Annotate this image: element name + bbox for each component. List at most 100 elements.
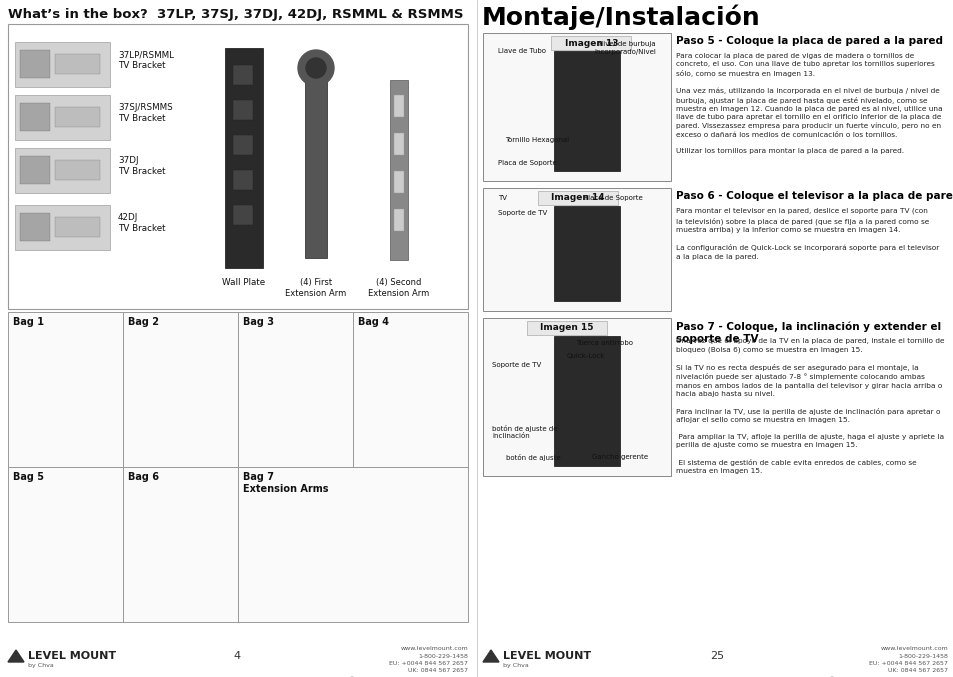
Bar xyxy=(55,54,100,74)
Circle shape xyxy=(297,50,334,86)
Text: by Chva: by Chva xyxy=(28,663,53,668)
Text: UK: 0844 567 2657: UK: 0844 567 2657 xyxy=(887,668,947,674)
Text: Soporte de TV: Soporte de TV xyxy=(492,362,541,368)
Text: botón de ajuste: botón de ajuste xyxy=(505,454,559,460)
Bar xyxy=(537,191,618,205)
Text: Wall Plate: Wall Plate xyxy=(222,278,265,287)
Text: 25: 25 xyxy=(709,651,723,661)
Bar xyxy=(394,133,403,155)
Text: UK: 0844 567 2657: UK: 0844 567 2657 xyxy=(408,668,468,674)
Bar xyxy=(55,217,100,237)
Bar xyxy=(55,160,100,180)
Bar xyxy=(482,318,670,476)
Bar xyxy=(237,467,468,622)
Bar xyxy=(233,170,253,190)
Bar xyxy=(394,95,403,117)
Text: TV: TV xyxy=(497,195,506,201)
Text: Imagen 14: Imagen 14 xyxy=(551,194,604,202)
Bar xyxy=(20,103,50,131)
Bar xyxy=(55,107,100,127)
Text: Bag 3: Bag 3 xyxy=(243,317,274,327)
Bar xyxy=(305,68,327,258)
Text: 4: 4 xyxy=(233,651,240,661)
Bar xyxy=(20,213,50,241)
Bar xyxy=(123,312,237,467)
Text: LEVEL MOUNT: LEVEL MOUNT xyxy=(28,651,116,661)
Text: Para montar el televisor en la pared, deslice el soporte para TV (con
la televis: Para montar el televisor en la pared, de… xyxy=(676,208,939,260)
Polygon shape xyxy=(482,650,498,662)
Text: Bag 7: Bag 7 xyxy=(243,472,274,482)
Bar xyxy=(551,36,631,50)
Text: 37SJ/RSMMS
TV Bracket: 37SJ/RSMMS TV Bracket xyxy=(118,103,172,123)
Text: Bag 5: Bag 5 xyxy=(13,472,44,482)
Text: LEVEL MOUNT: LEVEL MOUNT xyxy=(502,651,591,661)
Circle shape xyxy=(306,58,326,78)
Bar xyxy=(15,95,110,140)
Bar xyxy=(8,467,123,622)
Text: Montaje/Instalación: Montaje/Instalación xyxy=(481,5,760,30)
Text: Tuerca antirrobo: Tuerca antirrobo xyxy=(576,341,633,346)
Bar xyxy=(237,312,353,467)
Text: Paso 6 - Coloque el televisor a la placa de pared: Paso 6 - Coloque el televisor a la placa… xyxy=(676,191,953,201)
Text: Placa de Soporte: Placa de Soporte xyxy=(583,195,642,201)
Bar xyxy=(353,312,468,467)
Bar xyxy=(233,205,253,225)
Text: botón de ajuste de
inclinación: botón de ajuste de inclinación xyxy=(492,424,558,439)
Bar xyxy=(554,206,619,301)
Text: Bag 1: Bag 1 xyxy=(13,317,44,327)
Text: Bag 2: Bag 2 xyxy=(128,317,159,327)
Bar xyxy=(15,148,110,193)
Bar xyxy=(526,321,606,335)
Text: 37DJ
TV Bracket: 37DJ TV Bracket xyxy=(118,156,165,176)
Bar xyxy=(233,100,253,120)
Text: www.levelmount.com: www.levelmount.com xyxy=(880,646,947,651)
Bar xyxy=(482,188,670,311)
Bar xyxy=(554,336,619,466)
Text: ©2012 Level Mount - Patents Pending: ©2012 Level Mount - Patents Pending xyxy=(828,676,947,677)
Text: Gancho gerente: Gancho gerente xyxy=(592,454,648,460)
Text: Soporte de TV: Soporte de TV xyxy=(497,210,547,215)
Text: Tornillo Hexagonal: Tornillo Hexagonal xyxy=(505,137,569,143)
Bar xyxy=(8,24,468,309)
Text: Imagen 13: Imagen 13 xyxy=(564,39,618,47)
Bar xyxy=(225,48,263,268)
Text: Paso 5 - Coloque la placa de pared a la pared: Paso 5 - Coloque la placa de pared a la … xyxy=(676,36,942,46)
Bar xyxy=(8,312,123,467)
Text: 42DJ
TV Bracket: 42DJ TV Bracket xyxy=(118,213,165,233)
Bar xyxy=(394,209,403,231)
Text: Una vez que el apoyo de la TV en la placa de pared, instale el tornillo de
bloqu: Una vez que el apoyo de la TV en la plac… xyxy=(676,338,943,474)
Polygon shape xyxy=(8,650,24,662)
Bar xyxy=(482,33,670,181)
Text: EU: +0044 844 567 2657: EU: +0044 844 567 2657 xyxy=(868,661,947,666)
Bar xyxy=(123,467,237,622)
Text: 1-800-229-1458: 1-800-229-1458 xyxy=(897,653,947,659)
Bar xyxy=(20,156,50,184)
Text: ©2012 Level Mount - Patents Pending: ©2012 Level Mount - Patents Pending xyxy=(349,676,468,677)
Text: Placa de Soporte: Placa de Soporte xyxy=(497,160,557,167)
Bar xyxy=(233,65,253,85)
Bar xyxy=(394,171,403,193)
Text: (4) Second
Extension Arm: (4) Second Extension Arm xyxy=(368,278,429,298)
Text: Imagen 15: Imagen 15 xyxy=(539,324,593,332)
Bar xyxy=(15,205,110,250)
Text: 1-800-229-1458: 1-800-229-1458 xyxy=(417,653,468,659)
Bar xyxy=(233,135,253,155)
Text: Bag 4: Bag 4 xyxy=(357,317,389,327)
Text: Paso 7 - Coloque, la inclinación y extender el
soporte de TV: Paso 7 - Coloque, la inclinación y exten… xyxy=(676,321,941,344)
Bar xyxy=(554,51,619,171)
Text: Para colocar la placa de pared de vigas de madera o tornillos de
concreto, el us: Para colocar la placa de pared de vigas … xyxy=(676,53,942,154)
Text: 37LP/RSMML
TV Bracket: 37LP/RSMML TV Bracket xyxy=(118,50,173,70)
Bar xyxy=(15,42,110,87)
Text: Nivel de burbuja
incorporado/Nivel: Nivel de burbuja incorporado/Nivel xyxy=(594,41,656,55)
Text: www.levelmount.com: www.levelmount.com xyxy=(400,646,468,651)
Text: by Chva: by Chva xyxy=(502,663,528,668)
Text: Quick-Lock: Quick-Lock xyxy=(566,353,604,359)
Text: Bag 6: Bag 6 xyxy=(128,472,159,482)
Bar xyxy=(390,80,408,260)
Text: What’s in the box?  37LP, 37SJ, 37DJ, 42DJ, RSMML & RSMMS: What’s in the box? 37LP, 37SJ, 37DJ, 42D… xyxy=(8,8,463,21)
Text: Llave de Tubo: Llave de Tubo xyxy=(497,48,545,53)
Text: EU: +0044 844 567 2657: EU: +0044 844 567 2657 xyxy=(389,661,468,666)
Text: (4) First
Extension Arm: (4) First Extension Arm xyxy=(285,278,346,298)
Bar xyxy=(20,50,50,78)
Text: Extension Arms: Extension Arms xyxy=(243,484,328,494)
